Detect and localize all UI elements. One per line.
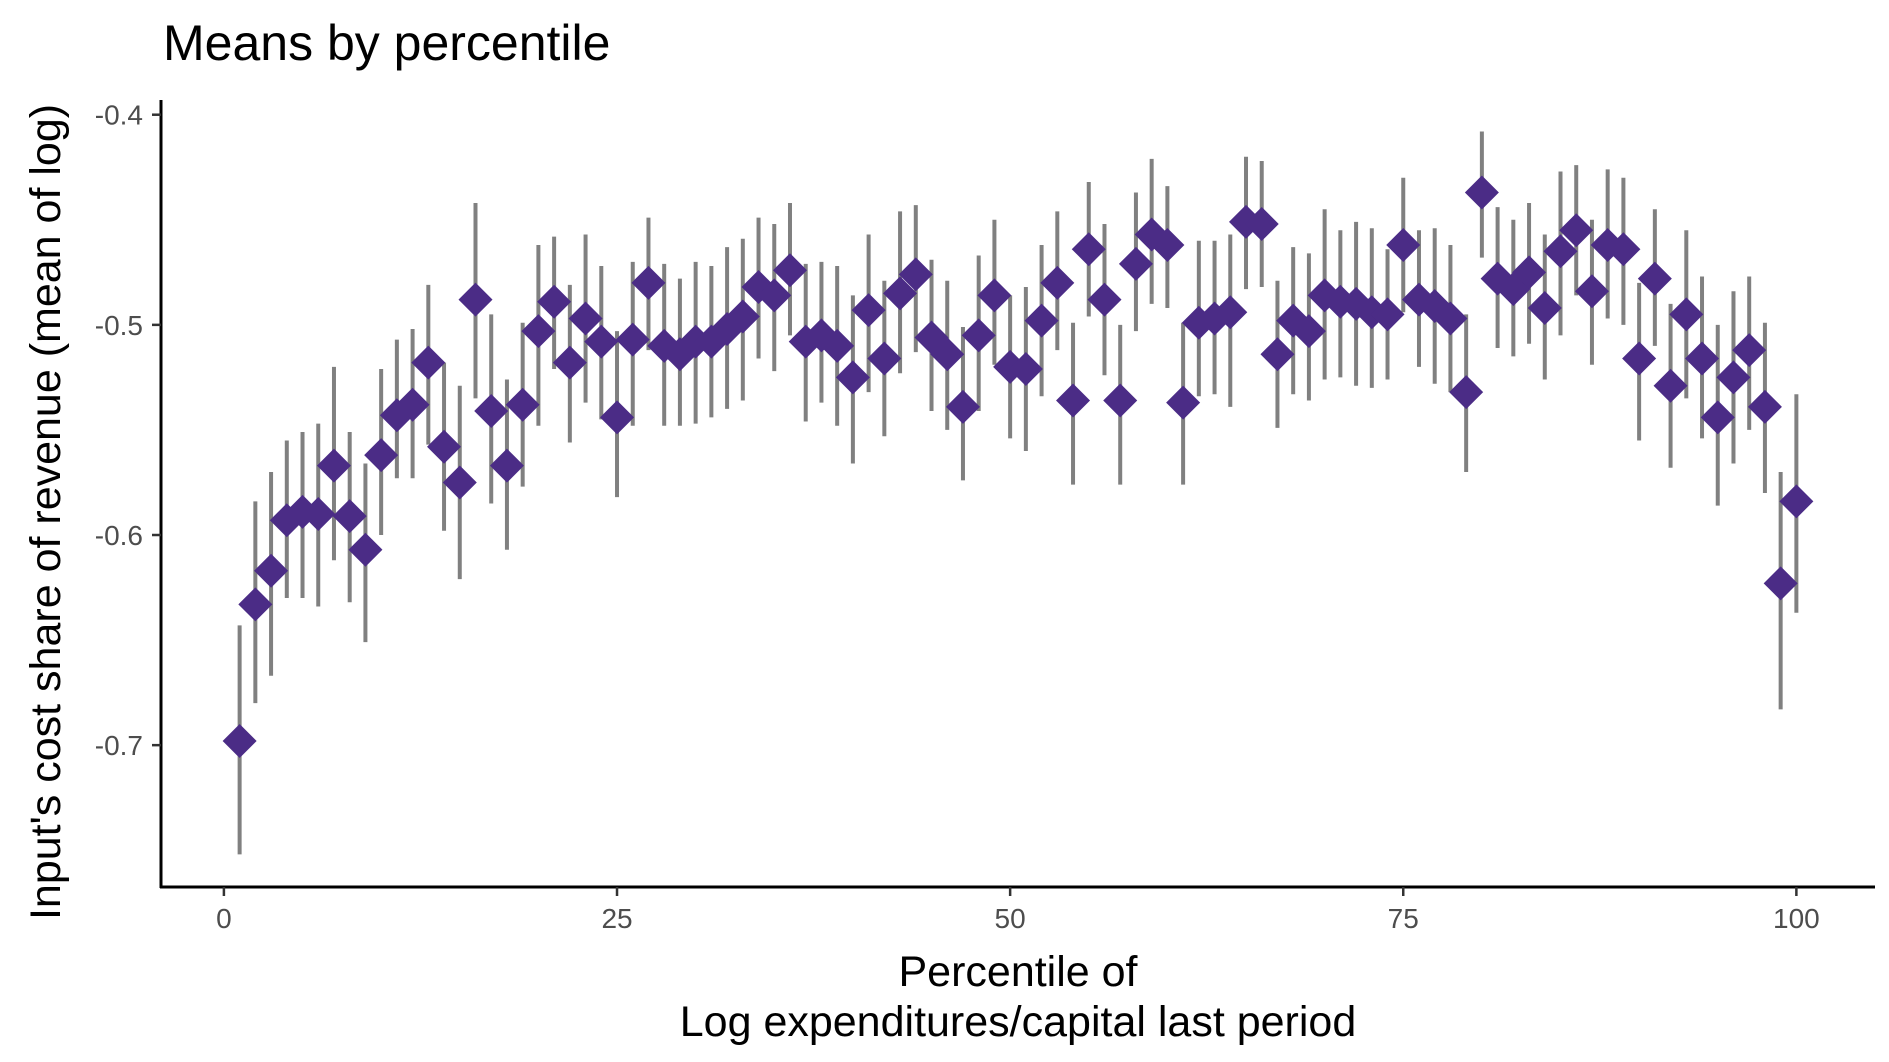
chart-title: Means by percentile (163, 15, 610, 71)
x-tick-label: 100 (1773, 903, 1820, 934)
data-point (1637, 261, 1672, 296)
data-point (1024, 303, 1059, 338)
data-point (757, 278, 792, 313)
data-point (1622, 341, 1657, 376)
data-point (1716, 360, 1751, 395)
data-point (489, 448, 524, 483)
data-point (961, 318, 996, 353)
data-point (1386, 228, 1421, 263)
x-tick-label: 0 (216, 903, 232, 934)
data-point (1260, 337, 1295, 372)
data-point (364, 438, 399, 473)
x-tick-label: 50 (995, 903, 1026, 934)
data-point (725, 299, 760, 334)
data-point (1087, 282, 1122, 317)
data-point (1449, 375, 1484, 410)
data-point (254, 553, 289, 588)
y-tick-label: -0.6 (95, 520, 143, 551)
data-point (1244, 206, 1279, 241)
x-tick-label: 75 (1388, 903, 1419, 934)
data-point (1433, 301, 1468, 336)
data-point (1103, 383, 1138, 418)
data-point (427, 429, 462, 464)
y-axis-title: Input's cost share of revenue (mean of l… (22, 104, 70, 920)
data-point (1653, 368, 1688, 403)
y-tick-label: -0.4 (95, 100, 143, 131)
data-point (1008, 351, 1043, 386)
data-point (883, 276, 918, 311)
data-point (867, 341, 902, 376)
x-axis-title-line-2: Log expenditures/capital last period (680, 998, 1357, 1046)
data-point (1763, 566, 1798, 601)
data-point (600, 400, 635, 435)
data-point (238, 587, 273, 622)
data-point (285, 494, 320, 529)
y-tick-label: -0.7 (95, 730, 143, 761)
data-point (411, 345, 446, 380)
data-point (1213, 295, 1248, 330)
data-point (521, 314, 556, 349)
data-point (1606, 232, 1641, 267)
x-tick-label: 25 (601, 903, 632, 934)
data-point (977, 278, 1012, 313)
data-point (631, 265, 666, 300)
data-point (615, 322, 650, 357)
data-point (1559, 213, 1594, 248)
data-point (1543, 234, 1578, 269)
data-point (1150, 228, 1185, 263)
data-point (1291, 314, 1326, 349)
data-point (1700, 400, 1735, 435)
point-layer (222, 175, 1814, 758)
data-point (474, 394, 509, 429)
data-point (1370, 297, 1405, 332)
x-axis-ticks: 0 25 50 75 100 (216, 887, 1820, 934)
data-point (458, 282, 493, 317)
data-point (930, 337, 965, 372)
data-point (222, 723, 257, 758)
data-point (820, 328, 855, 363)
y-tick-label: -0.5 (95, 310, 143, 341)
data-point (1512, 255, 1547, 290)
data-point (568, 301, 603, 336)
data-point (835, 360, 870, 395)
data-point (301, 496, 336, 531)
data-point (1118, 246, 1153, 281)
data-point (395, 387, 430, 422)
data-point (945, 389, 980, 424)
data-point (1590, 228, 1625, 263)
data-point (1527, 291, 1562, 326)
data-point (1669, 297, 1704, 332)
data-point (537, 284, 572, 319)
data-point (1071, 232, 1106, 267)
data-point (898, 257, 933, 292)
y-axis-ticks: -0.7 -0.6 -0.5 -0.4 (95, 100, 161, 761)
data-point (1056, 383, 1091, 418)
data-point (316, 448, 351, 483)
data-point (552, 345, 587, 380)
data-point (442, 465, 477, 500)
data-point (584, 324, 619, 359)
data-point (851, 293, 886, 328)
data-point (332, 499, 367, 534)
data-point (505, 387, 540, 422)
data-point (1464, 175, 1499, 210)
data-point (1166, 385, 1201, 420)
data-point (1685, 341, 1720, 376)
data-point (1574, 274, 1609, 309)
data-point (1040, 265, 1075, 300)
data-point (348, 532, 383, 567)
data-point (772, 253, 807, 288)
data-point (1747, 389, 1782, 424)
x-axis-title-line-1: Percentile of (898, 948, 1138, 996)
data-point (1732, 333, 1767, 368)
data-point (1779, 484, 1814, 519)
